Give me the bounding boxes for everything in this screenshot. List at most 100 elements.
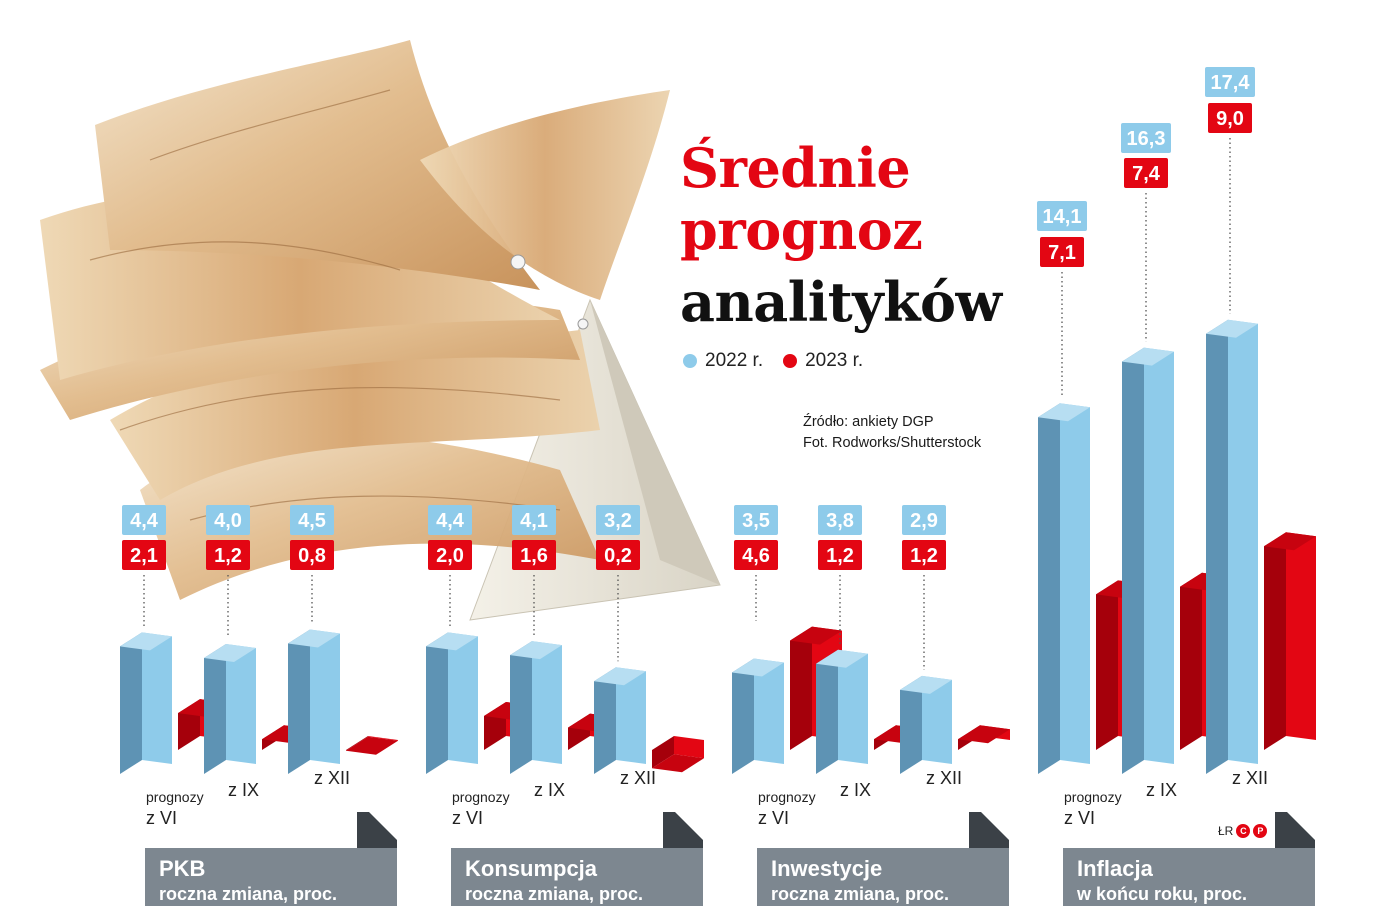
bar-3-0-2022-top	[1038, 403, 1090, 422]
panel-title: Inwestycje	[771, 856, 883, 881]
title-line-1: Średnie	[680, 136, 911, 200]
panel-label-konsumpcja: Konsumpcja roczna zmiana, proc.	[451, 848, 703, 906]
bar-1-2-2023-top	[652, 754, 704, 773]
value-label-0-2-2022-box	[290, 505, 334, 535]
panel-subtitle: roczna zmiana, proc.	[465, 884, 644, 904]
value-label-2-0-2022-box	[734, 505, 778, 535]
bar-0-1-2022-side	[204, 644, 226, 774]
panel-tab-1	[663, 812, 703, 848]
bar-1-2-2022-front	[616, 667, 646, 764]
bar-0-2-2023-side	[346, 736, 368, 751]
value-label-3-2-2023-box	[1208, 103, 1252, 133]
source-line: Źródło: ankiety DGP	[803, 414, 934, 430]
value-label-1-1-2023-box	[512, 540, 556, 570]
calendar-ring	[577, 318, 589, 330]
bar-1-2-2022-top	[594, 667, 646, 686]
category-label-third: z XII	[620, 768, 656, 788]
value-label-1-0-2022-text: 4,4	[436, 510, 465, 532]
bars-layer	[120, 319, 1316, 774]
value-label-2-1-2022: 3,8	[818, 505, 862, 535]
value-label-0-0-2022: 4,4	[122, 505, 166, 535]
bar-2-1-2022-side	[816, 649, 838, 774]
bar-3-0-2022-side	[1038, 403, 1060, 774]
bar-1-0-2022	[426, 632, 478, 774]
value-label-2-1-2023-box	[818, 540, 862, 570]
bar-2-2-2022-top	[900, 675, 952, 694]
bar-1-2-2022	[594, 667, 646, 774]
value-label-3-0-2023-box	[1040, 237, 1084, 267]
value-label-1-1-2022: 4,1	[512, 505, 556, 535]
value-label-3-0-2023: 7,1	[1040, 237, 1084, 267]
category-label-third: z XII	[1232, 768, 1268, 788]
banknote-page	[420, 90, 670, 300]
source-note: Źródło: ankiety DGP Fot. Rodworks/Shutte…	[803, 412, 981, 454]
bar-3-2-2022-side	[1206, 319, 1228, 774]
bar-3-0-2023-side	[1096, 580, 1118, 750]
value-label-1-2-2022-text: 3,2	[604, 510, 632, 532]
value-label-3-2-2023: 9,0	[1208, 103, 1252, 133]
bar-0-1-2022-top	[204, 644, 256, 662]
value-label-0-0-2023-text: 2,1	[130, 545, 158, 567]
value-label-3-0-2022-text: 14,1	[1043, 206, 1082, 228]
bar-1-1-2022	[510, 641, 562, 774]
value-label-0-0-2022-text: 4,4	[130, 510, 159, 532]
cp-logo: P	[1253, 824, 1268, 838]
panel-corner-tabs	[357, 812, 1315, 848]
category-label-second: z IX	[534, 780, 565, 800]
panel-subtitle: roczna zmiana, proc.	[159, 884, 338, 904]
banknote-calendar-photo	[40, 40, 721, 621]
panel-subtitle: w końcu roku, proc.	[1077, 884, 1248, 904]
bar-0-1-2022-front	[226, 644, 256, 764]
value-label-0-2-2022-text: 4,5	[298, 510, 326, 532]
bar-0-2-2022-top	[288, 629, 340, 648]
value-label-0-0-2022-box	[122, 505, 166, 535]
value-label-1-0-2022: 4,4	[428, 505, 472, 535]
bar-3-1-2022	[1122, 347, 1174, 774]
category-label-first-bottom: z VI	[1064, 808, 1095, 828]
panel-label-inflacja: Inflacja w końcu roku, proc.	[1063, 848, 1315, 906]
photo-credit: Fot. Rodworks/Shutterstock	[803, 435, 982, 451]
value-label-2-2-2022-box	[902, 505, 946, 535]
author-credit: ŁR C P	[1218, 824, 1268, 838]
category-label-first-top: prognozy	[758, 789, 816, 805]
value-label-3-0-2023-text: 7,1	[1048, 242, 1076, 264]
bar-2-0-2023-top	[790, 626, 842, 645]
cp-logo: C	[1236, 824, 1251, 838]
value-label-0-1-2023: 1,2	[206, 540, 250, 570]
value-label-1-2-2022-box	[596, 505, 640, 535]
bar-0-1-2022	[204, 644, 256, 774]
bar-3-2-2022	[1206, 319, 1258, 774]
bar-2-0-2023-side	[790, 626, 812, 750]
bar-2-0-2022-front	[754, 658, 784, 764]
bar-1-2-2023-side	[652, 736, 674, 769]
bar-1-0-2022-top	[426, 632, 478, 651]
category-label-second: z IX	[1146, 780, 1177, 800]
value-label-3-1-2023-text: 7,4	[1132, 163, 1161, 185]
bar-0-0-2022	[120, 632, 172, 774]
bar-1-2-2022-side	[594, 667, 616, 774]
value-label-0-2-2023-box	[290, 540, 334, 570]
calendar-stand-right	[590, 300, 720, 585]
title-line-3: analityków	[680, 270, 1002, 334]
bar-1-1-2022-front	[532, 641, 562, 764]
bar-1-1-2022-top	[510, 641, 562, 660]
value-label-0-1-2022-text: 4,0	[214, 510, 242, 532]
bar-0-2-2023	[346, 736, 398, 755]
category-label-third: z XII	[926, 768, 962, 788]
bar-1-2-2023	[652, 736, 704, 773]
bar-3-0-2022-front	[1060, 403, 1090, 764]
value-label-3-1-2022-box	[1121, 123, 1171, 153]
value-label-0-1-2022: 4,0	[206, 505, 250, 535]
value-label-0-1-2023-text: 1,2	[214, 545, 242, 567]
bar-0-2-2023-front	[368, 736, 398, 741]
panel-tab-2	[969, 812, 1009, 848]
bar-3-1-2022-side	[1122, 347, 1144, 774]
author-initials: ŁR	[1218, 824, 1234, 838]
value-label-2-0-2023-text: 4,6	[742, 545, 770, 567]
value-label-0-2-2023-text: 0,8	[298, 545, 326, 567]
category-label-second: z IX	[840, 780, 871, 800]
value-label-1-0-2023: 2,0	[428, 540, 472, 570]
value-label-2-2-2022-text: 2,9	[910, 510, 938, 532]
